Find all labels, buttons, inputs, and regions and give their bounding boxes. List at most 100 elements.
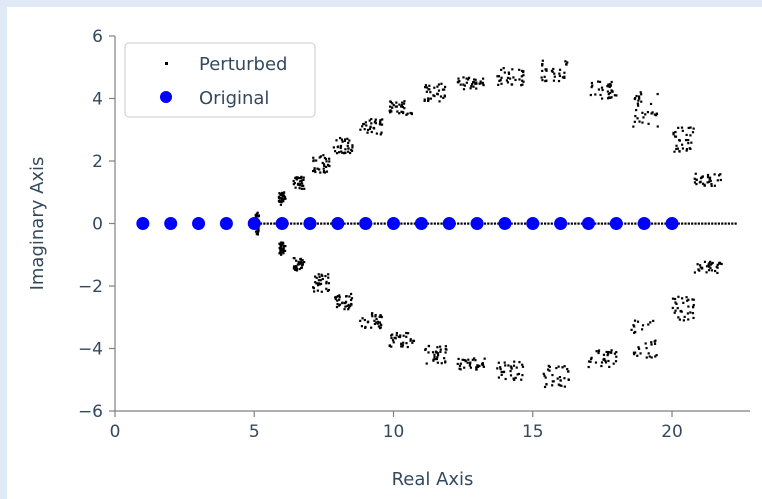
perturbed-point: [436, 354, 440, 357]
perturbed-point: [314, 281, 317, 284]
perturbed-point: [458, 367, 461, 370]
perturbed-point: [465, 77, 468, 80]
perturbed-point: [641, 111, 644, 114]
perturbed-point: [392, 103, 395, 107]
perturbed-point: [677, 295, 680, 298]
perturbed-point: [401, 101, 404, 104]
perturbed-point: [559, 379, 562, 382]
perturbed-point: [606, 354, 609, 357]
perturbed-point: [635, 94, 638, 98]
ticks: 0 5 10 15 20 −6 −4 −2 0 2 4 6: [78, 27, 683, 442]
perturbed-point: [475, 82, 478, 85]
perturbed-point: [607, 350, 610, 354]
perturbed-point: [632, 125, 635, 128]
original-point: [609, 217, 623, 230]
perturbed-point: [403, 107, 406, 110]
perturbed-point: [379, 133, 382, 136]
perturbed-point: [695, 178, 698, 182]
perturbed-point: [320, 290, 323, 293]
perturbed-point: [292, 179, 295, 183]
perturbed-point: [350, 302, 353, 306]
perturbed-point: [328, 160, 331, 163]
perturbed-point: [373, 322, 376, 326]
perturbed-point: [613, 352, 616, 355]
perturbed-point: [434, 350, 438, 353]
perturbed-point: [359, 128, 362, 131]
perturbed-point: [330, 222, 333, 225]
perturbed-point: [343, 308, 346, 311]
x-tick-label: 15: [522, 422, 544, 442]
perturbed-point: [349, 292, 353, 296]
perturbed-point: [691, 312, 694, 315]
perturbed-point: [302, 176, 305, 179]
perturbed-point: [340, 150, 343, 153]
perturbed-point: [467, 222, 470, 225]
perturbed-point: [650, 343, 653, 346]
perturbed-point: [443, 88, 446, 91]
perturbed-point: [371, 315, 374, 318]
perturbed-point: [693, 177, 696, 180]
perturbed-point: [279, 243, 283, 246]
perturbed-point: [347, 150, 350, 153]
x-tick-label: 0: [110, 422, 121, 442]
y-tick-label: 2: [92, 152, 103, 172]
perturbed-point: [427, 97, 430, 100]
perturbed-point: [393, 336, 396, 339]
perturbed-point: [434, 358, 437, 361]
perturbed-point: [388, 344, 391, 348]
perturbed-point: [649, 321, 652, 324]
perturbed-point: [504, 377, 507, 381]
perturbed-point: [605, 350, 608, 354]
perturbed-point: [338, 296, 341, 299]
perturbed-point: [463, 222, 467, 225]
perturbed-point: [468, 364, 471, 367]
perturbed-point: [283, 191, 286, 194]
perturbed-point: [500, 76, 503, 79]
perturbed-point: [497, 83, 500, 86]
perturbed-point: [478, 364, 481, 368]
x-tick-label: 10: [383, 422, 405, 442]
perturbed-point: [610, 80, 613, 84]
perturbed-point: [395, 105, 398, 108]
perturbed-point: [708, 265, 711, 268]
perturbed-point: [466, 361, 469, 364]
perturbed-point: [632, 351, 636, 354]
legend-marker-original: [160, 91, 172, 103]
perturbed-point: [520, 222, 523, 225]
perturbed-point: [299, 183, 302, 186]
perturbed-point: [469, 361, 472, 364]
perturbed-point: [444, 361, 447, 364]
perturbed-point: [687, 142, 690, 145]
perturbed-point: [521, 83, 524, 86]
perturbed-point: [363, 318, 366, 322]
perturbed-point: [269, 222, 273, 225]
perturbed-point: [636, 102, 639, 105]
perturbed-point: [391, 333, 394, 336]
perturbed-point: [664, 222, 667, 225]
perturbed-point: [500, 68, 503, 71]
perturbed-point: [390, 336, 393, 340]
perturbed-point: [479, 80, 482, 83]
perturbed-point: [298, 184, 302, 187]
perturbed-point: [346, 144, 349, 147]
perturbed-point: [327, 164, 330, 167]
original-point: [275, 217, 289, 230]
perturbed-point: [640, 328, 644, 331]
perturbed-point: [678, 139, 681, 142]
perturbed-point: [724, 222, 727, 225]
perturbed-point: [317, 273, 320, 276]
original-series: [136, 217, 679, 230]
perturbed-point: [346, 304, 349, 308]
perturbed-point: [363, 128, 366, 131]
perturbed-point: [300, 179, 304, 182]
perturbed-point: [597, 222, 600, 225]
perturbed-point: [503, 361, 506, 364]
perturbed-point: [409, 339, 412, 342]
perturbed-point: [637, 95, 641, 98]
perturbed-point: [281, 243, 284, 246]
perturbed-point: [686, 299, 689, 302]
perturbed-point: [381, 118, 384, 121]
perturbed-point: [302, 178, 305, 182]
perturbed-point: [325, 287, 328, 290]
perturbed-point: [563, 71, 566, 74]
